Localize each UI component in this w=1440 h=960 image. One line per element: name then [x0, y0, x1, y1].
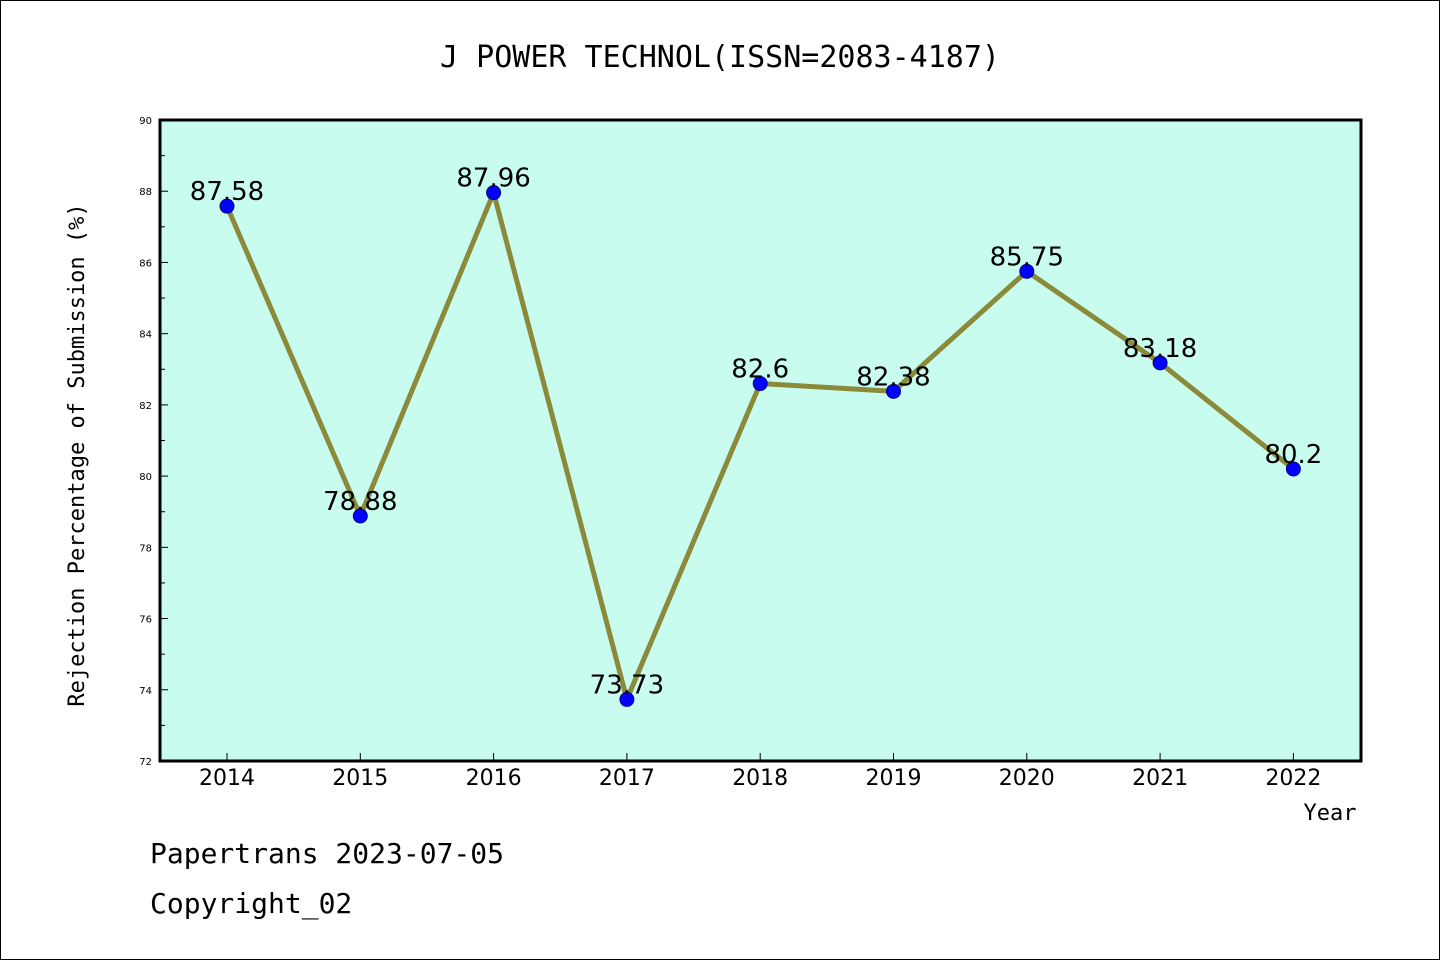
- y-tick-label: 80: [139, 472, 152, 483]
- data-point-2016: [486, 185, 502, 201]
- y-tick-label: 72: [139, 757, 152, 768]
- data-label-2015: 78.88: [323, 487, 397, 517]
- data-label-2022: 80.2: [1264, 440, 1322, 470]
- x-tick-label: 2021: [1132, 766, 1188, 791]
- data-label-2020: 85.75: [990, 242, 1064, 272]
- x-tick-label: 2015: [332, 766, 388, 791]
- x-tick-label: 2022: [1265, 766, 1321, 791]
- x-tick-label: 2016: [466, 766, 522, 791]
- data-point-2022: [1285, 461, 1301, 477]
- data-label-2018: 82.6: [731, 355, 789, 385]
- data-point-2019: [886, 383, 901, 399]
- y-tick-label: 90: [139, 116, 152, 127]
- y-axis-label: Rejection Percentage of Submission (%): [65, 203, 90, 706]
- x-tick-label: 2018: [732, 766, 788, 791]
- chart-title: J POWER TECHNOL(ISSN=2083-4187): [440, 40, 1000, 75]
- data-point-2021: [1152, 355, 1168, 371]
- y-tick-label: 84: [139, 330, 152, 341]
- data-point-2018: [752, 376, 768, 392]
- data-point-2020: [1019, 263, 1035, 279]
- data-label-2016: 87.96: [456, 164, 530, 194]
- y-tick-label: 88: [139, 187, 152, 198]
- data-point-2015: [352, 508, 368, 524]
- footer-date: Papertrans 2023-07-05: [150, 837, 504, 870]
- y-tick-label: 82: [139, 401, 152, 412]
- y-tick-label: 78: [139, 543, 152, 554]
- y-tick-label: 76: [139, 615, 152, 626]
- data-label-2021: 83.18: [1123, 334, 1197, 364]
- x-axis-label: Year: [1304, 801, 1357, 826]
- data-label-2014: 87.58: [190, 177, 264, 207]
- x-tick-label: 2017: [599, 766, 655, 791]
- series-group: 87.58 78.88 87.96 73.73 82.6 82.38 85.75 83.18 8…: [190, 164, 1322, 708]
- plot-area: [160, 120, 1361, 761]
- x-tick-label: 2020: [999, 766, 1055, 791]
- footer-copyright: Copyright_02: [150, 887, 352, 921]
- y-tick-label: 86: [139, 258, 152, 269]
- data-label-2017: 73.73: [590, 670, 664, 700]
- data-point-2017: [619, 691, 635, 707]
- plot-border: [158, 118, 1363, 763]
- x-tick-label: 2014: [199, 766, 255, 791]
- data-label-2019: 82.38: [856, 362, 930, 392]
- x-axis: 2014 2015 2016 2017 2018 2019 2020 2021 2022: [199, 753, 1321, 791]
- x-tick-label: 2019: [866, 766, 922, 791]
- data-point-2014: [219, 198, 235, 214]
- y-tick-label: 74: [139, 686, 152, 697]
